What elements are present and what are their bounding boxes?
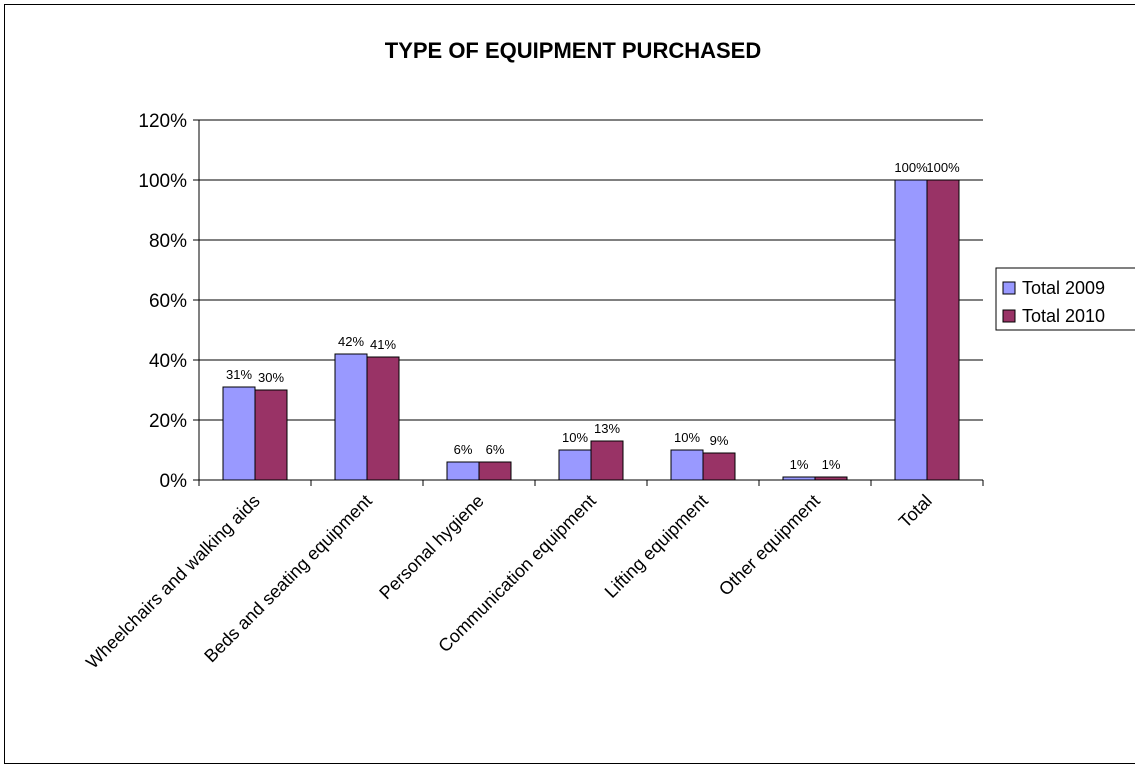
chart: TYPE OF EQUIPMENT PURCHASED 0% 20% 40% 60% 8…: [82, 38, 1135, 673]
bar-series-2: [254, 389, 288, 481]
bar-series-1: [894, 179, 928, 481]
category-label: Total: [895, 491, 936, 532]
data-labels: 31% 30% 42% 41% 6% 6% 10% 13% 10% 9% 1% 1% 100%100%: [226, 160, 960, 472]
data-label: 10%: [674, 430, 700, 445]
bar-series-2: [366, 356, 400, 481]
y-tick-label: 80%: [149, 231, 187, 252]
category-label: Other equipment: [715, 491, 824, 600]
bar-series-2: [926, 179, 960, 481]
category-label: Lifting equipment: [601, 491, 712, 602]
bar-series-2: [702, 452, 736, 481]
bars: [222, 179, 960, 481]
data-label: 6%: [486, 442, 505, 457]
bar-series-1: [334, 353, 368, 481]
bar-series-1: [558, 449, 592, 481]
data-label: 41%: [370, 337, 396, 352]
legend-swatch: [1002, 309, 1016, 323]
data-label: 100%: [894, 160, 928, 175]
grid: [199, 119, 983, 421]
legend-label: Total 2010: [1022, 306, 1105, 326]
data-label: 42%: [338, 334, 364, 349]
legend-box: [995, 267, 1135, 331]
data-label: 1%: [822, 457, 841, 472]
data-label: 6%: [454, 442, 473, 457]
category-label: Personal hygiene: [375, 491, 488, 604]
data-label: 9%: [710, 433, 729, 448]
data-label: 31%: [226, 367, 252, 382]
bar-series-2: [478, 461, 512, 481]
legend-label: Total 2009: [1022, 278, 1105, 298]
legend: Total 2009 Total 2010: [995, 267, 1135, 331]
data-label: 1%: [790, 457, 809, 472]
y-tick-label: 120%: [138, 111, 187, 132]
data-label: 30%: [258, 370, 284, 385]
data-label: 100%: [926, 160, 960, 175]
y-tick-label: 60%: [149, 291, 187, 312]
y-tick-label: 40%: [149, 351, 187, 372]
y-tick-labels: 0% 20% 40% 60% 80% 100% 120%: [138, 111, 187, 492]
category-label: Wheelchairs and walking aids: [82, 491, 264, 673]
chart-title: TYPE OF EQUIPMENT PURCHASED: [385, 38, 761, 63]
bar-series-1: [670, 449, 704, 481]
legend-swatch: [1002, 281, 1016, 295]
y-tick-label: 0%: [160, 471, 188, 492]
bar-series-2: [590, 440, 624, 481]
bar-series-1: [446, 461, 480, 481]
axes: [193, 119, 984, 486]
y-tick-label: 100%: [138, 171, 187, 192]
bar-series-1: [222, 386, 256, 481]
data-label: 13%: [594, 421, 620, 436]
data-label: 10%: [562, 430, 588, 445]
y-tick-label: 20%: [149, 411, 187, 432]
